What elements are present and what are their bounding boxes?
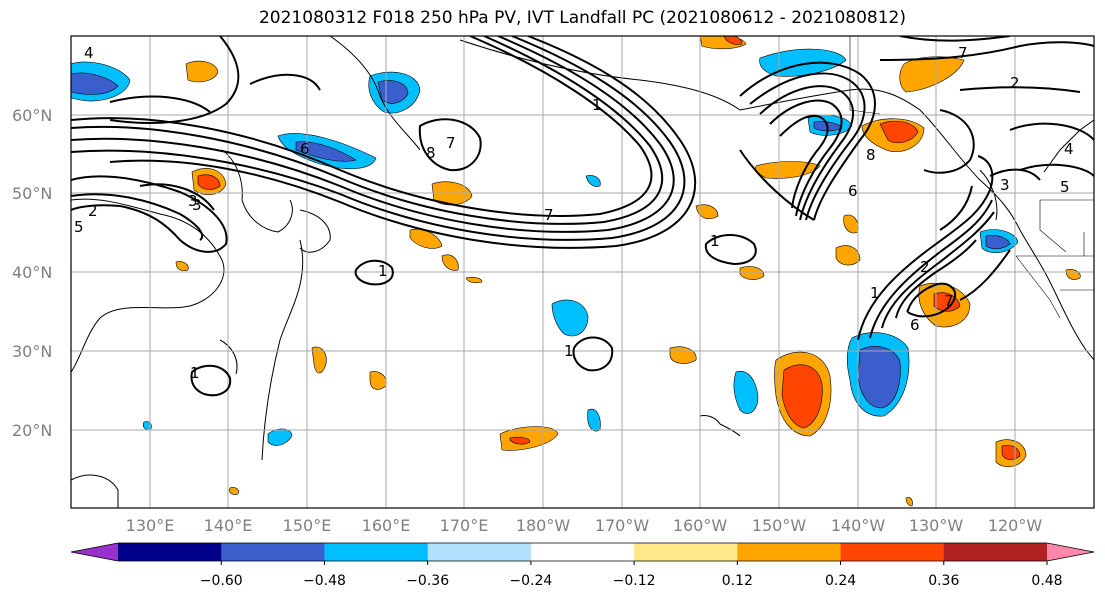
- colorbar-segment: [737, 543, 842, 561]
- colorbar-segment: [840, 543, 945, 561]
- political-borders: [849, 36, 1094, 319]
- lon-label: 160°W: [673, 516, 728, 535]
- lon-label: 150°E: [283, 516, 332, 535]
- map-frame: [70, 35, 1095, 509]
- contour-label: 1: [378, 262, 388, 280]
- colorbar-tick-label: 0.48: [1031, 573, 1062, 589]
- lat-label-40n: 40°N: [12, 263, 52, 282]
- contour-label: 1: [564, 342, 574, 360]
- negative-anomaly-fields: [71, 48, 1019, 446]
- colorbar-segment: [118, 543, 222, 561]
- lon-label: 150°W: [752, 516, 807, 535]
- colorbar-tick-label: −0.48: [303, 573, 346, 589]
- contour-label: 8: [866, 146, 876, 164]
- colorbar-tick-label: −0.12: [613, 573, 656, 589]
- contour-label: 1: [190, 364, 200, 382]
- contour-label: 2: [920, 258, 930, 276]
- ivt-contours: [71, 36, 1094, 397]
- contour-label: 7: [958, 44, 968, 62]
- contour-label: 1: [870, 284, 880, 302]
- colorbar-segment: [943, 543, 1048, 561]
- colorbar-tick-label: 0.24: [825, 573, 856, 589]
- contour-label: 2: [88, 202, 98, 220]
- contour-label: 3: [188, 192, 198, 210]
- coastlines: [71, 36, 1094, 508]
- lon-label: 170°W: [595, 516, 650, 535]
- lat-label-60n: 60°N: [12, 106, 52, 125]
- latitude-labels: 60°N 50°N 40°N 30°N 20°N: [12, 106, 52, 440]
- gridlines: [71, 36, 1094, 508]
- contour-label: 7: [446, 134, 456, 152]
- lon-label: 120°W: [988, 516, 1043, 535]
- lon-label: 140°E: [204, 516, 253, 535]
- contour-label: 6: [848, 182, 858, 200]
- contour-label: 1: [710, 232, 720, 250]
- positive-anomaly-fields: [175, 36, 1081, 507]
- colorbar-segment: [634, 543, 738, 561]
- colorbar: −0.60 −0.48 −0.36 −0.24 −0.12 0.12 0.24 0.36 0.4…: [70, 542, 1095, 589]
- colorbar-tick-label: −0.24: [509, 573, 552, 589]
- lon-label: 180°W: [516, 516, 571, 535]
- contour-label: 7: [544, 206, 554, 224]
- colorbar-segment: [530, 543, 635, 561]
- lat-label-20n: 20°N: [12, 421, 52, 440]
- colorbar-extend-low: [71, 543, 118, 561]
- lon-label: 140°W: [831, 516, 886, 535]
- colorbar-tick-label: −0.60: [200, 573, 243, 589]
- colorbar-extend-high: [1047, 543, 1094, 561]
- colorbar-tick-label: 0.12: [722, 573, 753, 589]
- contour-label: 5: [74, 218, 84, 236]
- lon-label: 130°E: [126, 516, 175, 535]
- contour-label: 1: [592, 96, 602, 114]
- contour-label: 7: [944, 292, 954, 310]
- contour-label: 4: [84, 44, 94, 62]
- longitude-labels: 130°E 140°E 150°E 160°E 170°E 180°W 170°…: [126, 516, 1043, 535]
- colorbar-outline: [70, 542, 1095, 562]
- contour-label: 8: [426, 144, 436, 162]
- colorbar-tick-label: 0.36: [928, 573, 959, 589]
- lon-label: 170°E: [440, 516, 489, 535]
- contour-label: 3: [192, 196, 202, 214]
- contour-label: 4: [1064, 140, 1074, 158]
- contour-label: 6: [910, 316, 920, 334]
- contour-label: 3: [1000, 176, 1010, 194]
- map-title: 2021080312 F018 250 hPa PV, IVT Landfall…: [258, 8, 906, 28]
- lat-label-30n: 30°N: [12, 342, 52, 361]
- colorbar-segment: [427, 543, 532, 561]
- contour-label: 6: [300, 140, 310, 158]
- contour-labels: 4 6 8 7 1 2 3 5 7 8 6 1 2 3 4 5 7 1 1 1 …: [74, 44, 1074, 382]
- colorbar-segment: [324, 543, 429, 561]
- lat-label-50n: 50°N: [12, 184, 52, 203]
- colorbar-segment: [221, 543, 325, 561]
- lon-label: 130°W: [909, 516, 964, 535]
- contour-label: 5: [1060, 178, 1070, 196]
- colorbar-tick-label: −0.36: [406, 573, 449, 589]
- contour-label: 2: [1010, 74, 1020, 92]
- lon-label: 160°E: [362, 516, 411, 535]
